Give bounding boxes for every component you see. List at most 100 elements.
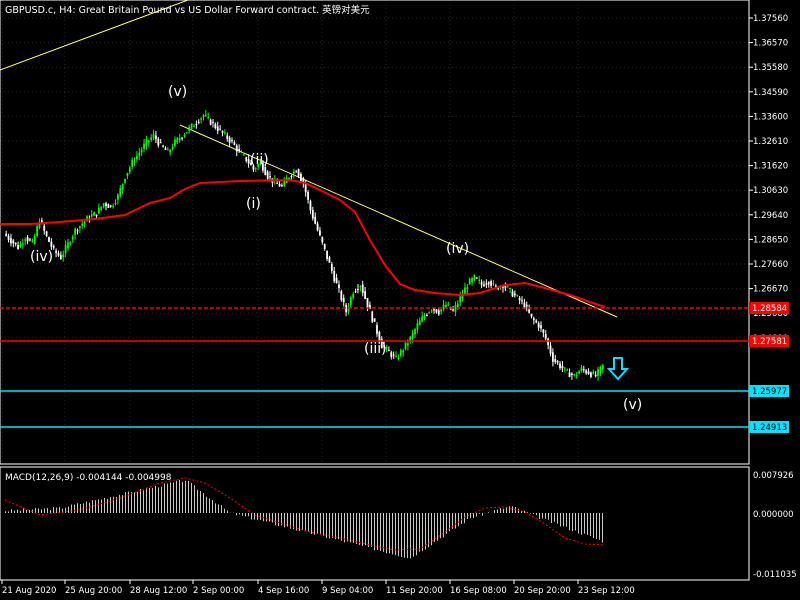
- candle-body: [36, 226, 38, 236]
- candle-body: [406, 343, 409, 346]
- candle-body: [535, 320, 538, 323]
- macd-bar: [134, 492, 135, 513]
- level-tag-1: 1.28584: [752, 304, 787, 314]
- macd-bar: [290, 513, 291, 529]
- candle-body: [226, 135, 229, 139]
- macd-bar: [251, 513, 252, 520]
- macd-bar: [206, 496, 207, 513]
- candle-body: [364, 291, 367, 299]
- candle-body: [456, 303, 459, 308]
- candle-body: [561, 365, 564, 369]
- macd-bar: [566, 513, 567, 527]
- macd-bar: [584, 513, 585, 534]
- candle-body: [366, 298, 369, 308]
- candle-body: [19, 243, 22, 248]
- macd-bar: [68, 506, 69, 513]
- candle-body: [24, 239, 27, 241]
- candle-body: [483, 284, 485, 287]
- macd-bar: [548, 513, 549, 520]
- macd-bar: [344, 513, 345, 543]
- candle-body: [528, 309, 531, 313]
- macd-bar: [488, 512, 489, 513]
- candle-body: [314, 216, 317, 224]
- time-axis-label: 28 Aug 12:00: [130, 586, 187, 596]
- candlesticks: [5, 109, 604, 381]
- candle-body: [288, 177, 290, 180]
- chart-title: GBPUSD.c, H4: Great Britain Pound vs US …: [5, 4, 370, 16]
- candle-body: [414, 329, 416, 335]
- candle-body: [399, 350, 402, 356]
- macd-bar: [338, 513, 339, 540]
- time-axis-label: 2 Sep 00:00: [193, 586, 244, 596]
- macd-bar: [413, 513, 414, 557]
- macd-bar: [365, 513, 366, 546]
- level-tag-2: 1.27581: [752, 337, 787, 347]
- wave-label-i: (i): [246, 196, 261, 212]
- candle-body: [131, 159, 134, 168]
- descending-trendline[interactable]: [179, 124, 618, 318]
- candle-body: [95, 214, 98, 217]
- macd-bar: [62, 508, 63, 513]
- level-tag-3-bg: [749, 385, 789, 397]
- candle-body: [188, 127, 191, 131]
- candle-body: [204, 114, 207, 116]
- macd-bar: [551, 513, 552, 524]
- macd-bar: [113, 496, 114, 513]
- macd-bar: [455, 513, 456, 529]
- macd-bar: [176, 480, 177, 513]
- macd-bar: [116, 496, 117, 513]
- macd-bar: [140, 488, 141, 513]
- macd-bar: [263, 513, 264, 522]
- candle-body: [513, 293, 516, 296]
- candle-body: [76, 230, 79, 232]
- macd-bar: [86, 501, 87, 513]
- candle-body: [502, 285, 504, 288]
- candle-body: [490, 281, 492, 286]
- macd-bar: [101, 499, 102, 513]
- candle-body: [214, 124, 217, 128]
- candle-body: [195, 124, 198, 126]
- upper-trendline[interactable]: [0, 0, 189, 71]
- candle-body: [571, 373, 573, 376]
- candle-body: [333, 270, 336, 281]
- candle-body: [442, 304, 445, 310]
- macd-bar: [380, 513, 381, 551]
- macd-bar: [188, 480, 189, 513]
- macd-bar: [260, 513, 261, 520]
- macd-bar: [464, 513, 465, 524]
- candle-body: [540, 325, 542, 329]
- candle-body: [330, 264, 333, 271]
- macd-pane-frame: [0, 466, 750, 581]
- candle-body: [568, 372, 571, 377]
- candle-body: [326, 250, 328, 259]
- macd-bar: [527, 512, 528, 513]
- macd-bar: [83, 503, 84, 513]
- candle-body: [321, 237, 324, 243]
- macd-bar: [296, 513, 297, 531]
- macd-bar: [389, 513, 390, 554]
- candle-body: [440, 309, 443, 312]
- macd-bar: [89, 502, 90, 513]
- macd-bar: [173, 482, 174, 513]
- moving-average-line: [0, 178, 606, 308]
- candle-body: [7, 235, 10, 240]
- macd-bar: [20, 510, 21, 513]
- time-axis-label: 11 Sep 20:00: [386, 586, 443, 596]
- candle-body: [181, 137, 183, 139]
- candle-body: [292, 171, 295, 174]
- wave-label-ii: (ii): [250, 152, 269, 168]
- price-axis-label: 1.25680: [753, 309, 788, 319]
- candle-body: [262, 162, 264, 171]
- macd-bar: [599, 513, 600, 540]
- level-tags: 1.28584 1.27581 1.25977 1.24913: [749, 302, 789, 433]
- candle-body: [537, 322, 540, 328]
- candle-body: [319, 230, 321, 236]
- macd-bar: [353, 513, 354, 543]
- macd-bar: [299, 513, 300, 532]
- macd-bar: [512, 506, 513, 513]
- macd-bar: [569, 513, 570, 531]
- candle-body: [221, 130, 224, 133]
- candle-body: [283, 179, 286, 187]
- price-axis-label: 1.29640: [753, 211, 788, 221]
